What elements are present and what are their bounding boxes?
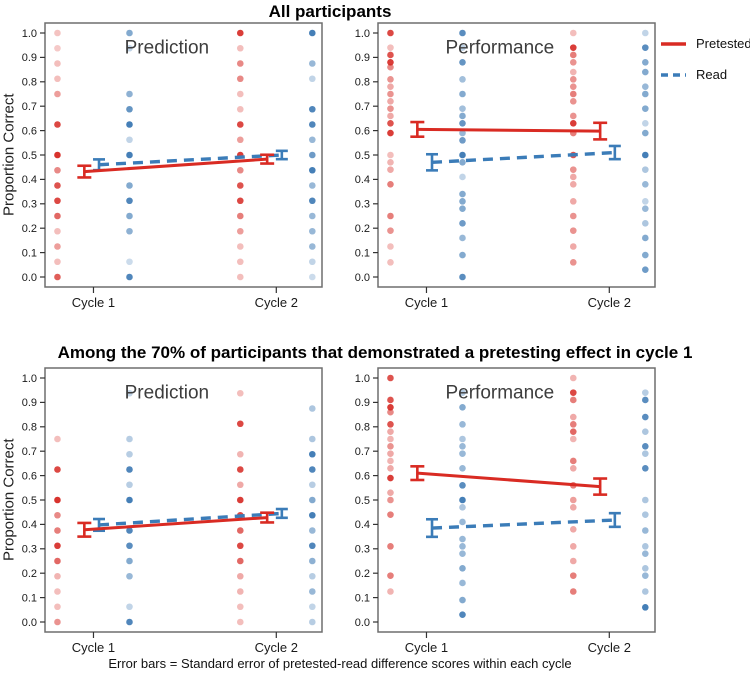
legend-item-pretested: Pretested	[660, 36, 750, 51]
svg-text:0.3: 0.3	[22, 544, 37, 556]
svg-text:0.5: 0.5	[22, 150, 37, 162]
svg-text:0.2: 0.2	[22, 568, 37, 580]
svg-text:0.3: 0.3	[22, 199, 37, 211]
svg-text:Cycle 2: Cycle 2	[255, 640, 298, 655]
svg-text:0.4: 0.4	[355, 519, 370, 531]
svg-text:0.9: 0.9	[355, 397, 370, 409]
svg-text:0.0: 0.0	[355, 272, 370, 284]
legend-label-read: Read	[696, 67, 728, 82]
svg-text:0.6: 0.6	[355, 125, 370, 137]
panel-all-prediction: 1.0 0.9 0.8 0.7 0.6 0.5 0.4 0.3 0.2 0.1 0.0 Cycle 1…	[22, 22, 323, 310]
svg-text:0.4: 0.4	[22, 519, 37, 531]
svg-text:0.0: 0.0	[22, 617, 37, 629]
svg-text:0.9: 0.9	[22, 397, 37, 409]
svg-text:Performance: Performance	[445, 383, 554, 404]
legend-item-read: Read	[660, 67, 750, 82]
panel-70pct-prediction: 1.0 0.9 0.8 0.7 0.6 0.5 0.4 0.3 0.2 0.1 0.0 Cycle 1…	[22, 367, 323, 655]
svg-text:0.0: 0.0	[22, 272, 37, 284]
svg-text:0.6: 0.6	[22, 125, 37, 137]
svg-text:0.9: 0.9	[355, 52, 370, 64]
svg-text:0.7: 0.7	[355, 446, 370, 458]
read-dashed-line-swatch-icon	[661, 72, 686, 77]
svg-text:0.4: 0.4	[355, 174, 370, 186]
error-bar-caption: Error bars = Standard error of pretested…	[108, 656, 572, 671]
svg-text:0.2: 0.2	[22, 223, 37, 235]
svg-text:0.5: 0.5	[355, 150, 370, 162]
svg-text:0.3: 0.3	[355, 544, 370, 556]
svg-text:0.8: 0.8	[355, 422, 370, 434]
svg-text:Cycle 1: Cycle 1	[72, 295, 115, 310]
svg-text:Cycle 2: Cycle 2	[588, 640, 631, 655]
svg-text:0.6: 0.6	[22, 470, 37, 482]
pretested-line-swatch-icon	[661, 41, 686, 46]
svg-text:Cycle 1: Cycle 1	[405, 640, 448, 655]
svg-text:0.7: 0.7	[355, 101, 370, 113]
svg-text:Prediction: Prediction	[125, 38, 210, 59]
svg-text:0.9: 0.9	[22, 52, 37, 64]
panel-70pct-performance: 1.0 0.9 0.8 0.7 0.6 0.5 0.4 0.3 0.2 0.1 0.0 Cycle 1…	[355, 367, 656, 655]
svg-text:0.5: 0.5	[22, 495, 37, 507]
svg-text:0.1: 0.1	[355, 592, 370, 604]
svg-text:Cycle 1: Cycle 1	[72, 640, 115, 655]
svg-text:1.0: 1.0	[355, 373, 370, 385]
svg-text:0.1: 0.1	[355, 247, 370, 259]
svg-text:0.1: 0.1	[22, 592, 37, 604]
svg-text:0.0: 0.0	[355, 617, 370, 629]
svg-text:Cycle 1: Cycle 1	[405, 295, 448, 310]
svg-text:0.8: 0.8	[355, 77, 370, 89]
svg-text:Performance: Performance	[445, 38, 554, 59]
svg-text:0.4: 0.4	[22, 174, 37, 186]
svg-text:1.0: 1.0	[22, 373, 37, 385]
svg-text:0.7: 0.7	[22, 446, 37, 458]
svg-text:1.0: 1.0	[22, 28, 37, 40]
svg-text:Cycle 2: Cycle 2	[588, 295, 631, 310]
svg-text:0.5: 0.5	[355, 495, 370, 507]
panel-all-performance: 1.0 0.9 0.8 0.7 0.6 0.5 0.4 0.3 0.2 0.1 0.0 Cycle 1…	[355, 22, 656, 310]
svg-text:0.2: 0.2	[355, 568, 370, 580]
legend: Pretested Read	[660, 36, 750, 82]
svg-text:Prediction: Prediction	[125, 383, 210, 404]
svg-text:0.2: 0.2	[355, 223, 370, 235]
svg-text:0.8: 0.8	[22, 422, 37, 434]
svg-text:0.3: 0.3	[355, 199, 370, 211]
svg-text:0.6: 0.6	[355, 470, 370, 482]
row2-title: Among the 70% of participants that demon…	[57, 343, 693, 362]
svg-text:0.7: 0.7	[22, 101, 37, 113]
svg-text:Cycle 2: Cycle 2	[255, 295, 298, 310]
legend-label-pretested: Pretested	[696, 36, 750, 51]
svg-text:0.1: 0.1	[22, 247, 37, 259]
svg-text:0.8: 0.8	[22, 77, 37, 89]
row1-title: All participants	[268, 2, 392, 21]
svg-text:1.0: 1.0	[355, 28, 370, 40]
